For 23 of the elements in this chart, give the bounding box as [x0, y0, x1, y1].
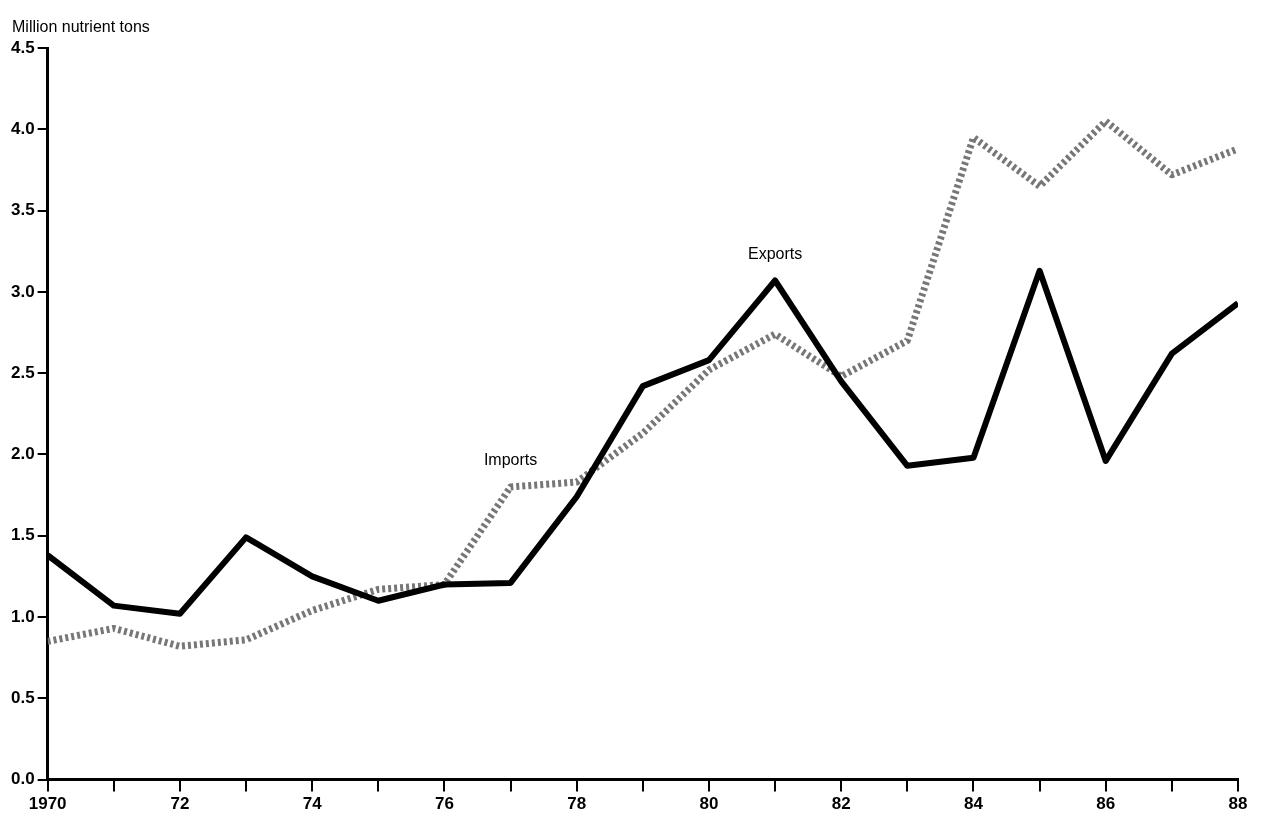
- y-tick-label: 3.5: [10, 200, 35, 220]
- y-tick-label: 2.5: [10, 362, 35, 382]
- x-tick-label: 88: [1228, 794, 1248, 814]
- y-tick-label: 3.0: [10, 281, 35, 301]
- x-tick-label: 78: [567, 794, 587, 814]
- x-tick-label: 74: [302, 794, 323, 814]
- y-axis-title: Million nutrient tons: [12, 18, 150, 36]
- y-tick-label: 1.5: [10, 525, 35, 545]
- x-tick-label: 84: [964, 794, 984, 814]
- y-tick-label: 0.5: [10, 688, 35, 707]
- y-tick-label: 4.0: [10, 118, 35, 138]
- series-label: Imports: [483, 451, 538, 469]
- y-tick-label: 4.5: [10, 37, 35, 57]
- x-tick-label: 1970: [28, 794, 67, 814]
- x-tick-label: 86: [1096, 794, 1116, 814]
- x-tick-label: 72: [170, 794, 190, 814]
- x-tick-label: 82: [831, 794, 851, 814]
- y-tick-label: 1.0: [10, 606, 35, 626]
- y-tick-label: 0.0: [10, 769, 35, 789]
- x-tick-label: 80: [699, 794, 719, 814]
- y-tick-label: 2.0: [10, 444, 35, 464]
- x-tick-label: 76: [434, 794, 454, 814]
- series-label: Exports: [747, 244, 803, 262]
